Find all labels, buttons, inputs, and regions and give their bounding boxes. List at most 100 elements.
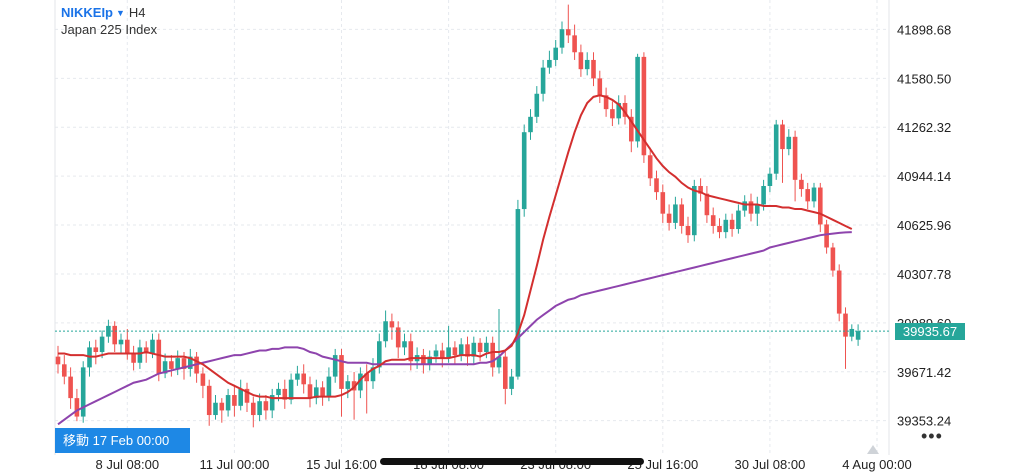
candle-body <box>496 356 502 368</box>
candle-body <box>452 347 458 356</box>
candle-body <box>55 356 61 365</box>
candle-body <box>742 201 747 211</box>
candle-body <box>282 388 288 400</box>
candle-body <box>80 367 86 417</box>
ellipsis-icon[interactable]: ••• <box>921 426 943 446</box>
candle-body <box>421 355 426 365</box>
candle-body <box>162 361 168 374</box>
candle-body <box>773 124 779 174</box>
candle-body <box>767 173 773 186</box>
candle-body <box>666 213 672 223</box>
candle-body <box>477 342 483 353</box>
candle-body <box>540 67 546 94</box>
candle-body <box>591 59 596 79</box>
candle-body <box>622 102 628 117</box>
candle-body <box>679 204 684 226</box>
candle-body <box>654 178 659 193</box>
candle-body <box>269 395 275 411</box>
price-tick-label: 41898.68 <box>897 22 951 37</box>
home-indicator[interactable] <box>380 458 644 465</box>
candle-body <box>188 356 193 369</box>
candle-body <box>131 353 136 363</box>
candle-body <box>603 95 609 110</box>
candle-body <box>175 358 180 369</box>
candle-body <box>156 339 162 374</box>
candle-body <box>515 209 521 377</box>
candle-body <box>490 342 495 368</box>
timeframe-label[interactable]: H4 <box>128 5 146 20</box>
candle-body <box>484 342 489 353</box>
price-tick-label: 40625.96 <box>897 218 951 233</box>
candle-body <box>339 355 344 389</box>
candle-body <box>276 388 281 396</box>
price-tick-label: 41262.32 <box>897 120 951 135</box>
candle-body <box>755 204 760 214</box>
candle-body <box>855 331 861 340</box>
candle-body <box>446 347 451 359</box>
candle-body <box>761 185 766 205</box>
time-tick-label: 4 Aug 00:00 <box>842 457 911 472</box>
candle-body <box>547 59 552 68</box>
time-tick-label: 15 Jul 16:00 <box>306 457 377 472</box>
candle-body <box>528 116 533 133</box>
candle-body <box>288 379 294 400</box>
candle-body <box>345 381 351 389</box>
price-axis[interactable]: 41898.68 41580.50 41262.32 40944.14 40625.96… <box>897 22 951 428</box>
candle-body <box>314 387 319 399</box>
candle-body <box>213 402 218 416</box>
candle-body <box>244 388 250 403</box>
candle-body <box>578 52 584 70</box>
candle-body <box>402 341 407 348</box>
candle-body <box>692 185 697 236</box>
candle-body <box>68 376 73 399</box>
candle-body <box>830 247 836 271</box>
candle-body <box>647 155 653 179</box>
candle-body <box>62 364 67 377</box>
candle-body <box>465 344 470 357</box>
candle-body <box>566 29 571 36</box>
candle-body <box>849 328 855 337</box>
candle-body <box>118 339 124 345</box>
candle-body <box>433 350 439 357</box>
grid-lines <box>55 0 889 455</box>
candle-body <box>729 219 735 230</box>
moving-average-fast <box>58 94 853 400</box>
candle-body <box>818 187 823 225</box>
candle-body <box>232 395 237 406</box>
price-tick-label: 40944.14 <box>897 169 951 184</box>
candle-body <box>320 387 325 397</box>
candle-body <box>150 339 155 354</box>
goto-date-button[interactable]: 移動 17 Feb 00:00 <box>55 428 190 453</box>
candle-body <box>93 347 99 353</box>
candle-body <box>792 136 798 180</box>
symbol-selector[interactable]: NIKKEIp ▼ H4 <box>61 5 146 20</box>
moving-average-slow <box>57 231 852 426</box>
candle-body <box>597 78 603 96</box>
candle-body <box>843 313 848 337</box>
candle-body <box>572 35 577 53</box>
candle-body <box>74 398 80 417</box>
candle-body <box>736 210 741 230</box>
candle-body <box>616 102 621 119</box>
candle-body <box>301 373 306 385</box>
candle-body <box>786 136 792 150</box>
price-tick-label: 41580.50 <box>897 71 951 86</box>
candle-body <box>584 59 590 70</box>
scroll-to-latest-icon[interactable] <box>867 445 879 454</box>
candle-body <box>377 341 382 368</box>
candle-body <box>389 321 395 328</box>
candle-body <box>307 384 313 399</box>
price-tick-label: 39353.24 <box>897 414 951 429</box>
candle-body <box>610 109 615 119</box>
candle-body <box>673 204 678 223</box>
candle-body <box>238 388 243 406</box>
triangle-down-icon[interactable]: ▼ <box>116 8 125 18</box>
symbol-name[interactable]: NIKKEIp <box>61 5 113 20</box>
candle-body <box>383 321 388 342</box>
candle-body <box>824 224 829 248</box>
candle-body <box>206 385 212 416</box>
candle-body <box>364 373 369 382</box>
candle-body <box>251 402 256 416</box>
